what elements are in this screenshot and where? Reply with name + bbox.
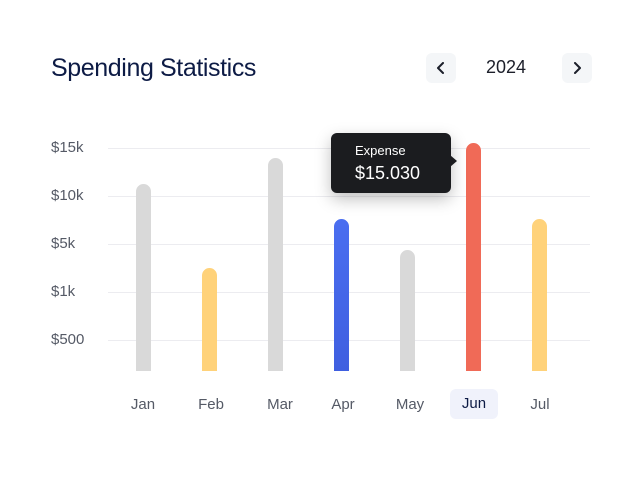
bar-jul[interactable] [532,219,547,371]
chevron-left-icon [437,62,444,74]
page-title: Spending Statistics [51,54,257,82]
prev-year-button[interactable] [426,53,456,83]
year-label: 2024 [486,57,527,77]
x-label-jul[interactable]: Jul [530,396,550,413]
x-label-may[interactable]: May [395,396,425,413]
y-tick-label: $10k [51,187,84,204]
gridline [108,340,590,341]
x-label-mar[interactable]: Mar [267,396,293,413]
bar-apr[interactable] [334,219,349,371]
chevron-right-icon [574,62,581,74]
y-tick-label: $500 [51,331,85,348]
bar-jun[interactable] [466,143,481,371]
y-tick-label: $5k [51,235,76,252]
y-tick-label: $1k [51,283,76,300]
x-label-jan[interactable]: Jan [130,396,156,413]
x-label-jun[interactable]: Jun [450,389,498,419]
x-label-apr[interactable]: Apr [331,396,355,413]
bar-jan[interactable] [136,184,151,371]
gridline [108,292,590,293]
expense-tooltip: Expense $15.030 [331,133,457,193]
next-year-button[interactable] [562,53,592,83]
gridline [108,244,590,245]
tooltip-label: Expense [355,143,406,158]
tooltip-value: $15.030 [355,163,421,183]
x-label-feb[interactable]: Feb [198,396,224,413]
bar-mar[interactable] [268,158,283,371]
bar-may[interactable] [400,250,415,371]
bar-feb[interactable] [202,268,217,371]
gridline [108,196,590,197]
y-tick-label: $15k [51,139,84,156]
